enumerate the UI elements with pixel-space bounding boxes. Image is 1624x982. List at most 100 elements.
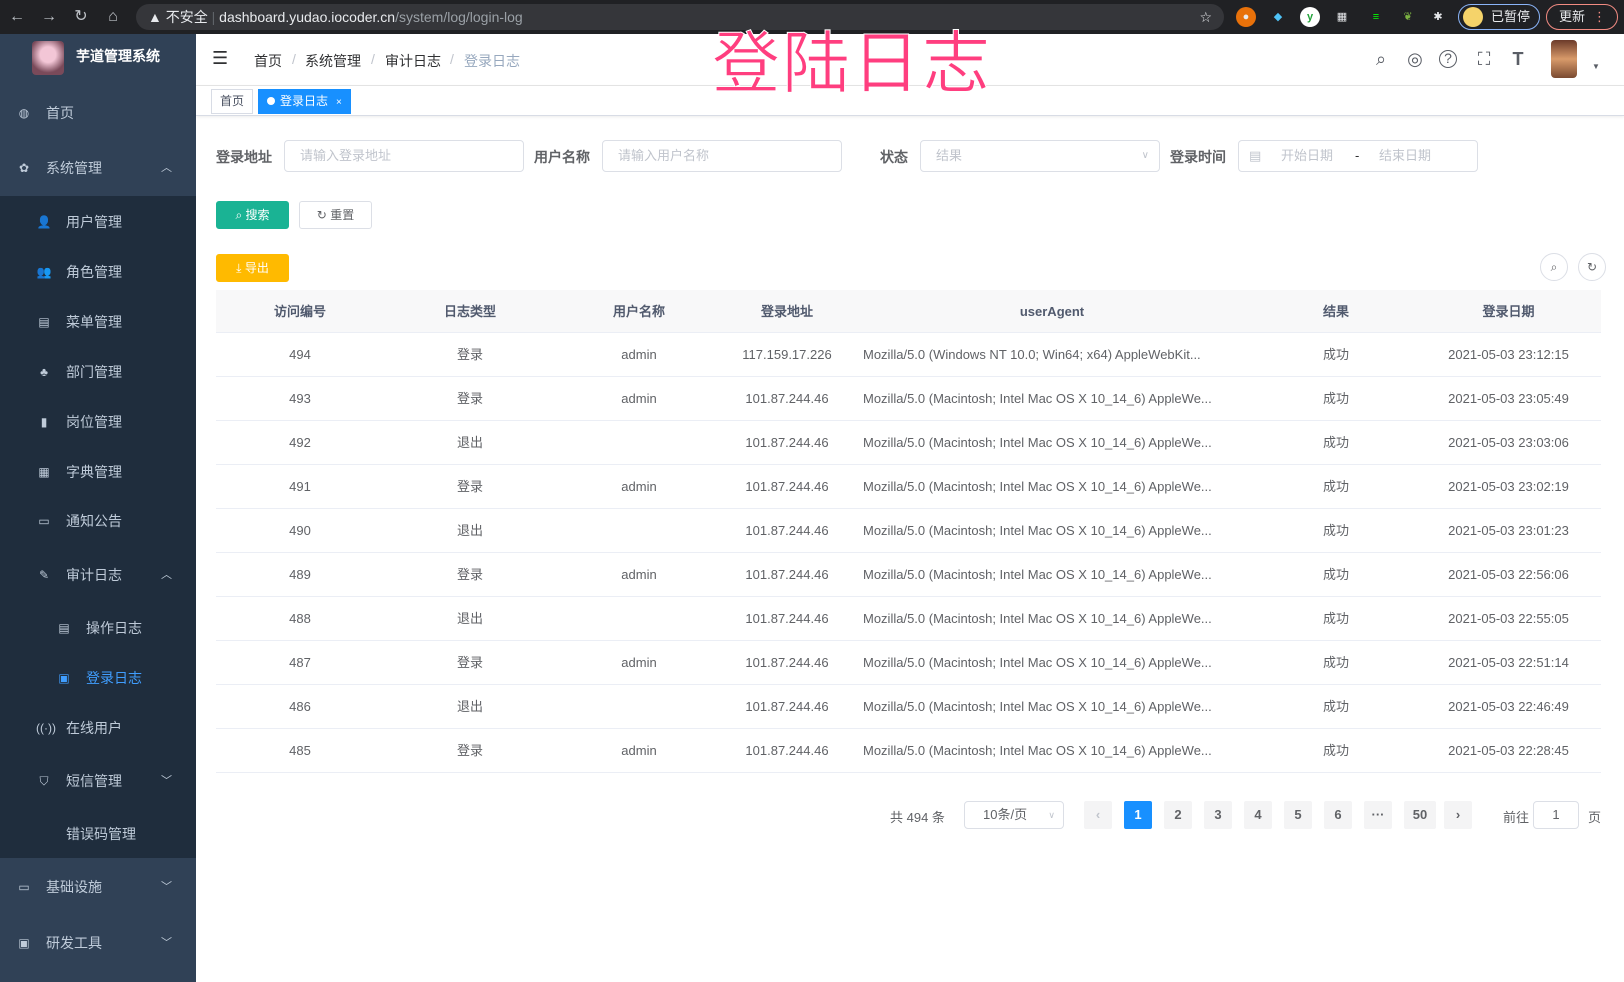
breadcrumb-item[interactable]: 首页	[254, 53, 282, 69]
sidebar-item-5[interactable]: ♣ 部门管理	[0, 347, 196, 397]
sidebar-item-15[interactable]: ▭ 基础设施 ﹀	[0, 862, 196, 912]
github-icon[interactable]: ◎	[1407, 49, 1423, 69]
table-row[interactable]: 491 登录 admin 101.87.244.46 Mozilla/5.0 (Maci…	[216, 465, 1601, 509]
address-bar[interactable]: ▲ 不安全 | dashboard.yudao.iocoder.cn/syste…	[136, 4, 1224, 30]
search-button[interactable]: ⌕ 搜索	[216, 201, 289, 229]
on-extension-icon[interactable]: ≡	[1372, 11, 1380, 23]
sidebar-item-12[interactable]: ((·)) 在线用户	[0, 703, 196, 753]
star-icon[interactable]: ☆	[1199, 9, 1212, 25]
tag-login-log[interactable]: 登录日志 ×	[258, 89, 351, 114]
page-button[interactable]: 50	[1404, 801, 1436, 829]
sidebar-item-10[interactable]: ▤ 操作日志	[0, 603, 196, 653]
search-icon: ⌕	[235, 208, 246, 222]
page-button[interactable]: 1	[1124, 801, 1152, 829]
grid-extension-icon[interactable]: ▦	[1336, 11, 1348, 23]
sidebar-item-label: 研发工具	[46, 935, 102, 951]
table-cell: 101.87.244.46	[745, 523, 829, 538]
home-icon[interactable]: ⌂	[108, 8, 118, 25]
search-icon[interactable]: ⌕	[1375, 49, 1387, 69]
gem-extension-icon[interactable]: ◆	[1273, 11, 1283, 23]
sidebar-item-1[interactable]: ✿ 系统管理 ︿	[0, 143, 196, 193]
sidebar-item-label: 菜单管理	[66, 314, 122, 330]
table-cell: 485	[289, 743, 311, 758]
extension-icon[interactable]: ●	[1236, 7, 1256, 27]
table-row[interactable]: 492 退出 101.87.244.46 Mozilla/5.0 (Macintosh…	[216, 421, 1601, 465]
table-row[interactable]: 490 退出 101.87.244.46 Mozilla/5.0 (Macintosh…	[216, 509, 1601, 553]
page-button[interactable]: 3	[1204, 801, 1232, 829]
sidebar-item-16[interactable]: ▣ 研发工具 ﹀	[0, 918, 196, 968]
sidebar-item-11[interactable]: ▣ 登录日志	[0, 653, 196, 703]
next-page-button[interactable]: ›	[1444, 801, 1472, 829]
avatar[interactable]	[1551, 40, 1577, 78]
table-row[interactable]: 494 登录 admin 117.159.17.226 Mozilla/5.0 (Win…	[216, 333, 1601, 377]
overlay-title: 登陆日志	[711, 26, 993, 103]
close-icon[interactable]: ×	[336, 97, 342, 108]
dashboard-icon: ◍	[18, 106, 30, 120]
page-button[interactable]: 5	[1284, 801, 1312, 829]
page-button[interactable]: 6	[1324, 801, 1352, 829]
toggle-search-button[interactable]: ⌕	[1540, 253, 1568, 281]
page-button[interactable]: ···	[1364, 801, 1392, 829]
table-cell: 491	[289, 479, 311, 494]
sidebar-item-label: 在线用户	[66, 720, 122, 736]
start-date-input[interactable]: 开始日期	[1281, 148, 1334, 163]
sidebar-item-2[interactable]: 👤 用户管理	[0, 197, 196, 247]
export-button[interactable]: ⤓ 导出	[216, 254, 289, 282]
leaf-extension-icon[interactable]: ❦	[1403, 11, 1413, 23]
end-date-input[interactable]: 结束日期	[1379, 148, 1432, 163]
address-input[interactable]: 请输入登录地址	[284, 140, 524, 172]
goto-value: 1	[1552, 807, 1560, 822]
profile-button[interactable]: 已暂停	[1458, 4, 1540, 30]
user-icon: 👤	[36, 215, 52, 229]
table-row[interactable]: 486 退出 101.87.244.46 Mozilla/5.0 (Macintosh…	[216, 685, 1601, 729]
breadcrumb-item[interactable]: 系统管理	[305, 53, 361, 69]
date-range-picker[interactable]: ▤ 开始日期 - 结束日期	[1238, 140, 1478, 172]
page-size-select[interactable]: 10条/页 ∨	[964, 801, 1064, 829]
sidebar-item-8[interactable]: ▭ 通知公告	[0, 496, 196, 546]
status-select[interactable]: 结果 ∨	[920, 140, 1160, 172]
username-input[interactable]: 请输入用户名称	[602, 140, 842, 172]
help-icon[interactable]: ?	[1439, 50, 1457, 68]
hamburger-icon[interactable]: ☰	[212, 48, 229, 68]
sidebar-item-6[interactable]: ▮ 岗位管理	[0, 397, 196, 447]
table-cell: 492	[289, 435, 311, 450]
goto-page-input[interactable]: 1	[1533, 801, 1579, 829]
sidebar-item-0[interactable]: ◍ 首页	[0, 88, 196, 138]
time-label: 登录时间	[1170, 149, 1226, 165]
breadcrumb-item: 登录日志	[464, 53, 520, 69]
refresh-button[interactable]: ↻	[1578, 253, 1606, 281]
sidebar-item-3[interactable]: 👥 角色管理	[0, 247, 196, 297]
table-row[interactable]: 493 登录 admin 101.87.244.46 Mozilla/5.0 (Maci…	[216, 377, 1601, 421]
sidebar-item-label: 首页	[46, 105, 74, 121]
puzzle-icon[interactable]: ✱	[1433, 11, 1443, 23]
page-button[interactable]: 4	[1244, 801, 1272, 829]
chevron-down-icon: ﹀	[161, 881, 172, 893]
post-icon: ▮	[40, 415, 48, 429]
table-cell: Mozilla/5.0 (Macintosh; Intel Mac OS X 1…	[863, 435, 1212, 450]
font-size-icon[interactable]: T	[1512, 49, 1524, 69]
page-button[interactable]: 2	[1164, 801, 1192, 829]
reload-icon[interactable]: ↻	[74, 8, 88, 25]
fullscreen-icon[interactable]: ⛶	[1477, 49, 1491, 69]
table-row[interactable]: 485 登录 admin 101.87.244.46 Mozilla/5.0 (Maci…	[216, 729, 1601, 773]
sidebar-item-4[interactable]: ▤ 菜单管理	[0, 297, 196, 347]
sidebar-item-label: 岗位管理	[66, 414, 122, 430]
reset-button[interactable]: ↻ 重置	[299, 201, 372, 229]
sidebar-item-7[interactable]: ▦ 字典管理	[0, 447, 196, 497]
back-icon[interactable]: ←	[9, 8, 25, 25]
breadcrumb-separator: /	[292, 51, 296, 67]
sidebar-item-13[interactable]: ⛉ 短信管理 ﹀	[0, 756, 196, 806]
column-header: 用户名称	[612, 304, 665, 319]
update-button[interactable]: 更新 ⋮	[1546, 4, 1618, 30]
caret-down-icon[interactable]: ▼	[1592, 62, 1600, 71]
sidebar-item-14[interactable]: 错误码管理	[0, 809, 196, 859]
table-row[interactable]: 489 登录 admin 101.87.244.46 Mozilla/5.0 (Maci…	[216, 553, 1601, 597]
table-row[interactable]: 488 退出 101.87.244.46 Mozilla/5.0 (Macintosh…	[216, 597, 1601, 641]
breadcrumb-item[interactable]: 审计日志	[385, 53, 441, 69]
y-extension-icon[interactable]: y	[1300, 7, 1320, 27]
table-row[interactable]: 487 登录 admin 101.87.244.46 Mozilla/5.0 (Maci…	[216, 641, 1601, 685]
sidebar-item-9[interactable]: ✎ 审计日志 ︿	[0, 550, 196, 600]
tag-home[interactable]: 首页	[211, 89, 254, 114]
prev-page-button[interactable]: ‹	[1084, 801, 1112, 829]
forward-icon[interactable]: →	[41, 8, 57, 25]
